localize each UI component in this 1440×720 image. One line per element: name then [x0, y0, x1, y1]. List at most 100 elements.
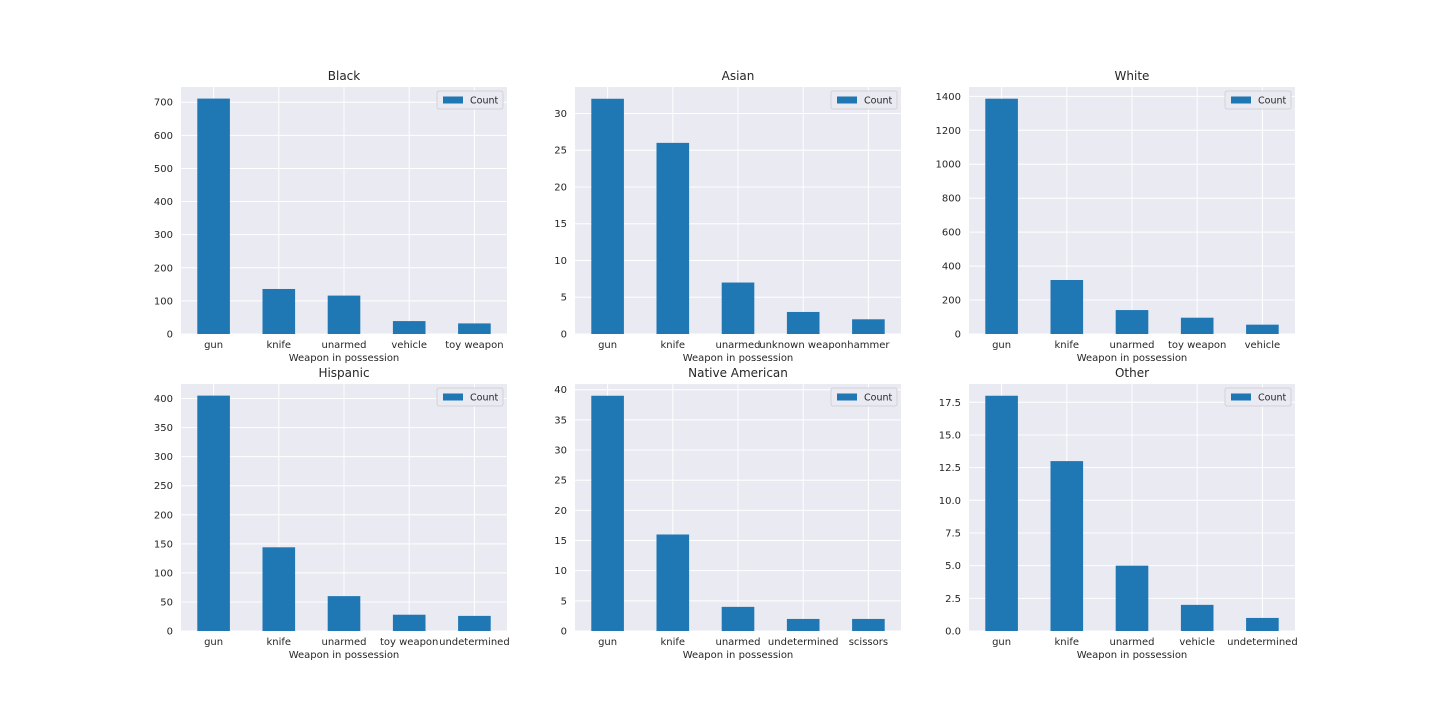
y-tick-label: 15	[554, 219, 567, 230]
legend-swatch	[1231, 393, 1251, 401]
x-axis-label: Weapon in possession	[1077, 650, 1188, 661]
y-tick-label: 0	[167, 627, 173, 638]
bar	[327, 596, 361, 631]
y-tick-label: 100	[154, 296, 173, 307]
legend-box	[1224, 90, 1292, 110]
y-tick-label: 20	[554, 506, 567, 517]
legend-label: Count	[1258, 393, 1286, 404]
y-tick-label: 250	[154, 481, 173, 492]
legend: Count	[830, 90, 898, 110]
legend-swatch	[837, 393, 857, 401]
y-tick-label: 50	[160, 597, 173, 608]
x-tick-label: gun	[992, 637, 1011, 648]
legend-box	[436, 90, 504, 110]
x-tick-label: scissors	[849, 637, 888, 648]
y-tick-label: 15	[554, 536, 567, 547]
y-tick-label: 30	[554, 109, 567, 120]
y-tick-label: 400	[154, 197, 173, 208]
x-tick-label: gun	[992, 340, 1011, 351]
y-tick-label: 200	[154, 510, 173, 521]
y-tick-label: 300	[154, 452, 173, 463]
y-tick-label: 2.5	[945, 594, 961, 605]
bar	[786, 618, 820, 631]
bar	[197, 395, 230, 631]
y-tick-label: 10	[554, 566, 567, 577]
x-tick-label: knife	[1055, 637, 1080, 648]
chart-title: White	[1115, 69, 1150, 83]
y-tick-label: 12.5	[939, 463, 961, 474]
bar	[1115, 310, 1149, 334]
legend: Count	[436, 90, 504, 110]
bar	[591, 395, 624, 631]
x-tick-label: unarmed	[322, 340, 367, 351]
chart-title: Other	[1115, 366, 1149, 380]
y-tick-label: 500	[154, 164, 173, 175]
x-tick-label: undetermined	[439, 637, 510, 648]
y-tick-label: 0.0	[945, 627, 961, 638]
bar	[852, 618, 885, 631]
x-tick-label: hammer	[847, 340, 890, 351]
y-tick-label: 25	[554, 476, 567, 487]
y-tick-label: 600	[942, 228, 961, 239]
legend-swatch	[1231, 96, 1251, 104]
bar	[458, 323, 491, 334]
x-tick-label: unarmed	[716, 637, 761, 648]
y-tick-label: 40	[554, 385, 567, 396]
legend-box	[830, 90, 898, 110]
bar	[1115, 565, 1149, 631]
y-tick-label: 17.5	[939, 398, 961, 409]
x-tick-label: toy weapon	[1168, 340, 1226, 351]
y-tick-label: 600	[154, 131, 173, 142]
x-tick-label: knife	[267, 637, 292, 648]
legend-swatch	[443, 393, 463, 401]
bar	[852, 319, 885, 334]
x-tick-label: unarmed	[322, 637, 367, 648]
y-tick-label: 20	[554, 182, 567, 193]
bar	[392, 614, 426, 631]
bar	[458, 615, 491, 631]
x-tick-label: unknown weapon	[759, 340, 847, 351]
chart-title: Native American	[688, 366, 788, 380]
legend-label: Count	[1258, 96, 1286, 107]
legend-label: Count	[470, 393, 498, 404]
y-tick-label: 10.0	[939, 496, 961, 507]
y-tick-label: 15.0	[939, 430, 961, 441]
y-tick-label: 7.5	[945, 528, 961, 539]
x-axis-label: Weapon in possession	[683, 650, 794, 661]
y-tick-label: 30	[554, 446, 567, 457]
x-tick-label: gun	[204, 637, 223, 648]
legend-label: Count	[864, 96, 892, 107]
bar	[786, 311, 820, 334]
y-tick-label: 300	[154, 230, 173, 241]
chart-title: Hispanic	[318, 366, 369, 380]
legend: Count	[1224, 90, 1292, 110]
y-tick-label: 35	[554, 415, 567, 426]
chart-title: Black	[328, 69, 361, 83]
chart-panel: 0 100 200 300 400 500 600 700 gun knife unarmed veh…	[154, 69, 507, 364]
x-tick-label: toy weapon	[380, 637, 438, 648]
bar	[1180, 604, 1214, 631]
y-tick-label: 5	[561, 293, 567, 304]
bar	[985, 395, 1018, 631]
y-tick-label: 400	[154, 394, 173, 405]
legend-swatch	[837, 96, 857, 104]
bar	[1246, 617, 1279, 631]
legend: Count	[1224, 387, 1292, 407]
x-tick-label: undetermined	[1227, 637, 1298, 648]
x-axis-label: Weapon in possession	[289, 353, 400, 364]
x-axis-label: Weapon in possession	[1077, 353, 1188, 364]
y-tick-label: 800	[942, 194, 961, 205]
legend-box	[1224, 387, 1292, 407]
bar	[1050, 461, 1084, 631]
x-tick-label: knife	[661, 340, 686, 351]
bar	[197, 98, 230, 334]
bar	[262, 547, 296, 631]
legend-label: Count	[470, 96, 498, 107]
y-tick-label: 0	[561, 330, 567, 341]
y-tick-label: 200	[154, 263, 173, 274]
y-tick-label: 0	[955, 330, 961, 341]
bar	[721, 282, 755, 334]
bar	[1180, 317, 1214, 334]
bar	[262, 288, 296, 334]
x-tick-label: gun	[598, 340, 617, 351]
